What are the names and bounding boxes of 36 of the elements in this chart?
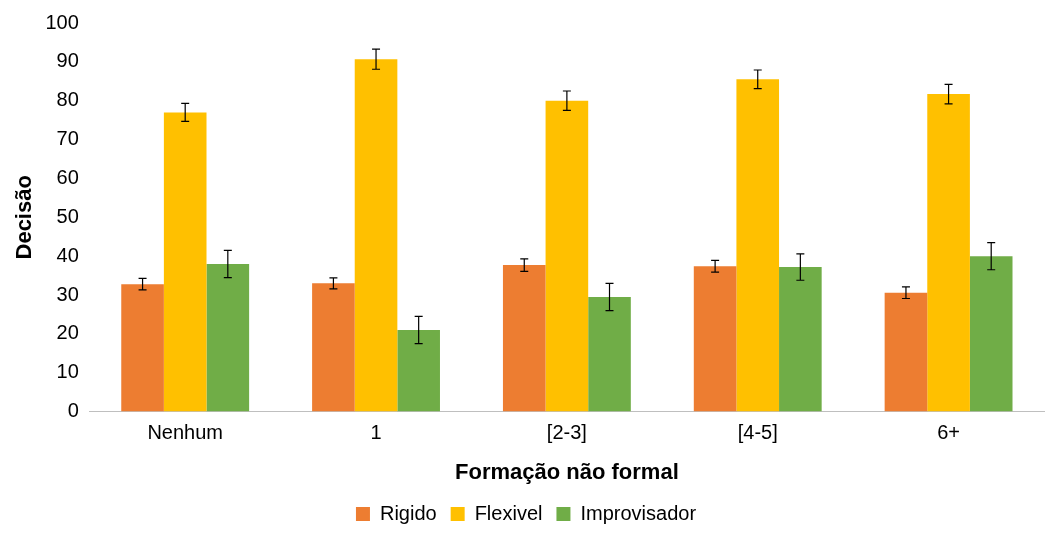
bar bbox=[121, 284, 164, 412]
y-tick-label: 90 bbox=[56, 49, 79, 72]
y-tick-label: 50 bbox=[56, 204, 79, 227]
y-tick-label: 10 bbox=[56, 360, 79, 383]
y-axis-title: Decisão bbox=[11, 175, 37, 260]
bar bbox=[545, 100, 589, 412]
y-tick-label: 30 bbox=[56, 282, 79, 305]
x-axis-title: Formação não formal bbox=[455, 458, 679, 484]
y-tick-label: 60 bbox=[56, 165, 79, 188]
bar bbox=[969, 256, 1013, 412]
x-tick-label: 6+ bbox=[937, 421, 960, 444]
x-tick-label: [2-3] bbox=[546, 421, 587, 444]
y-tick-label: 100 bbox=[45, 10, 79, 33]
bar bbox=[779, 267, 822, 412]
bar bbox=[312, 283, 355, 412]
bar bbox=[927, 94, 970, 412]
bar bbox=[206, 263, 250, 412]
y-tick-label: 70 bbox=[56, 127, 79, 150]
bar bbox=[397, 329, 440, 412]
bar bbox=[354, 59, 398, 412]
legend-label: Rigido bbox=[379, 501, 437, 524]
y-tick-label: 20 bbox=[56, 321, 79, 344]
x-tick-label: Nenhum bbox=[147, 421, 223, 444]
y-tick-label: 80 bbox=[56, 88, 79, 111]
bar bbox=[502, 265, 546, 412]
y-tick-label: 40 bbox=[56, 243, 79, 266]
bar bbox=[736, 79, 780, 412]
bar bbox=[693, 266, 737, 412]
x-tick-label: [4-5] bbox=[737, 421, 778, 444]
bar bbox=[588, 296, 631, 412]
bar bbox=[884, 292, 928, 412]
x-tick-label: 1 bbox=[370, 421, 382, 444]
legend-label: Flexivel bbox=[474, 501, 543, 524]
y-tick-label: 0 bbox=[67, 399, 79, 422]
legend-label: Improvisador bbox=[580, 501, 697, 524]
bar bbox=[163, 112, 207, 412]
